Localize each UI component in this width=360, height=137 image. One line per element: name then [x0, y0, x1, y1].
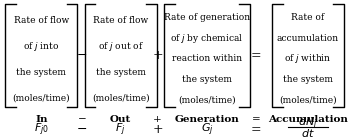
Text: $dN_j$: $dN_j$ — [298, 116, 318, 132]
Text: of $j$ by chemical: of $j$ by chemical — [170, 32, 244, 45]
Text: Rate of flow: Rate of flow — [14, 16, 69, 25]
Text: In: In — [35, 115, 48, 124]
Text: the system: the system — [17, 68, 66, 77]
Text: Rate of flow: Rate of flow — [93, 16, 148, 25]
Text: (moles/time): (moles/time) — [13, 93, 70, 102]
Text: of $j$ into: of $j$ into — [23, 40, 59, 53]
Text: reaction within: reaction within — [172, 54, 242, 63]
Text: Out: Out — [110, 115, 131, 124]
Text: =: = — [252, 115, 261, 124]
Text: $G_j$: $G_j$ — [201, 121, 213, 137]
Text: Rate of: Rate of — [291, 13, 324, 22]
Text: −: − — [78, 115, 86, 124]
Text: $dt$: $dt$ — [301, 127, 315, 137]
Text: of $j$ out of: of $j$ out of — [98, 40, 144, 53]
Text: $F_j$: $F_j$ — [115, 121, 126, 137]
Text: +: + — [152, 49, 163, 62]
Text: Rate of generation: Rate of generation — [164, 13, 250, 22]
Text: accumulation: accumulation — [277, 34, 339, 42]
Text: (moles/time): (moles/time) — [178, 95, 236, 104]
Text: the system: the system — [182, 75, 232, 84]
Text: Generation: Generation — [175, 115, 239, 124]
Text: the system: the system — [96, 68, 145, 77]
Text: Accumulation: Accumulation — [268, 115, 348, 124]
Text: −: − — [77, 123, 87, 136]
Text: =: = — [251, 49, 262, 62]
Text: +: + — [152, 123, 163, 136]
Text: of $j$ within: of $j$ within — [284, 52, 332, 65]
Text: (moles/time): (moles/time) — [92, 93, 149, 102]
Text: =: = — [251, 123, 262, 136]
Text: (moles/time): (moles/time) — [279, 95, 337, 104]
Text: $F_{j0}$: $F_{j0}$ — [34, 121, 49, 137]
Text: +: + — [153, 115, 162, 124]
Text: the system: the system — [283, 75, 333, 84]
Text: −: − — [77, 49, 87, 62]
